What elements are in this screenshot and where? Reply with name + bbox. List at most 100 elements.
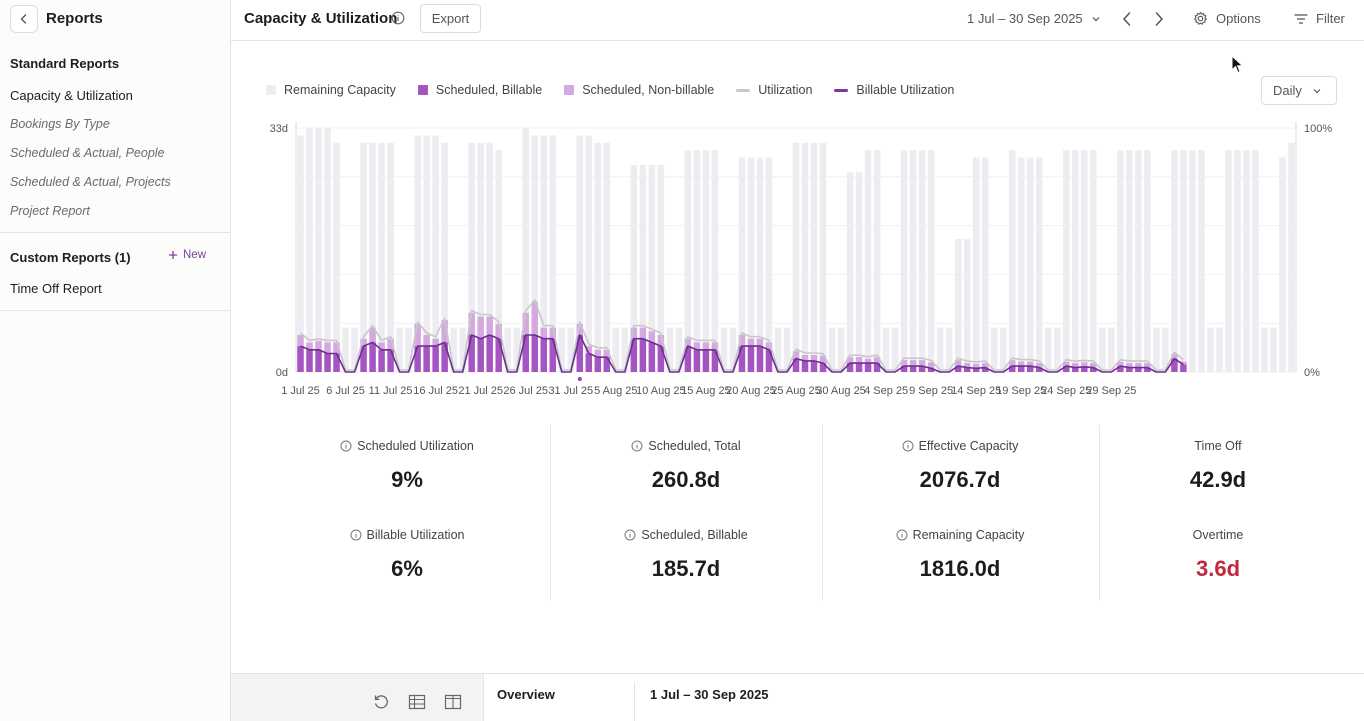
bar-scheduled-non-billable — [594, 349, 602, 358]
bar-remaining-capacity — [864, 150, 872, 372]
x-tick-label: 9 Sep 25 — [909, 385, 953, 397]
x-tick-label: 26 Jul 25 — [503, 385, 548, 397]
bar-scheduled-billable — [1063, 366, 1070, 372]
x-tick-label: 31 Jul 25 — [548, 385, 593, 397]
bar-remaining-capacity — [603, 142, 611, 372]
bar-scheduled-billable — [468, 335, 475, 372]
next-period-icon[interactable] — [1152, 10, 1166, 28]
export-button[interactable]: Export — [420, 4, 481, 33]
bar-remaining-capacity — [873, 150, 881, 372]
sidebar: Reports Standard Reports Capacity & Util… — [0, 0, 231, 721]
bar-remaining-capacity — [387, 142, 394, 372]
info-icon[interactable] — [350, 529, 362, 541]
bar-scheduled-non-billable — [576, 323, 584, 336]
bar-scheduled-non-billable — [333, 342, 340, 354]
bar-scheduled-non-billable — [1081, 362, 1088, 367]
options-label: Options — [1216, 11, 1261, 26]
bar-scheduled-non-billable — [747, 338, 755, 347]
bar-scheduled-non-billable — [639, 327, 647, 339]
sidebar-item-scheduled-actual-people[interactable]: Scheduled & Actual, People — [10, 146, 165, 160]
legend-swatch — [417, 85, 428, 95]
split-view-icon[interactable] — [444, 693, 462, 711]
bar-scheduled-billable — [423, 346, 430, 372]
sidebar-item-capacity-utilization[interactable]: Capacity & Utilization — [10, 88, 133, 103]
bar-scheduled-non-billable — [657, 335, 665, 347]
bar-remaining-capacity — [360, 142, 367, 372]
legend-label: Utilization — [758, 83, 813, 97]
sidebar-item-time-off-report[interactable]: Time Off Report — [10, 281, 102, 296]
bar-remaining-capacity — [450, 327, 457, 372]
bar-scheduled-non-billable — [324, 342, 331, 354]
stat-scheduled-billable: Scheduled, Billable 185.7d — [586, 528, 786, 582]
bar-remaining-capacity — [990, 327, 998, 372]
options-button[interactable]: Options — [1193, 11, 1261, 26]
bar-scheduled-billable — [387, 349, 394, 372]
bar-remaining-capacity — [486, 142, 493, 372]
bar-scheduled-billable — [639, 338, 647, 372]
bar-scheduled-non-billable — [927, 362, 935, 369]
stat-label: Scheduled Utilization — [357, 439, 474, 453]
bar-remaining-capacity — [774, 327, 782, 372]
back-button[interactable] — [10, 4, 38, 33]
legend-item-scheduled-non-billable[interactable]: Scheduled, Non-billable — [564, 83, 714, 97]
bar-remaining-capacity — [1171, 150, 1178, 372]
date-range-picker[interactable]: 1 Jul – 30 Sep 2025 — [967, 11, 1101, 26]
legend-item-billable-utilization[interactable]: Billable Utilization — [834, 83, 954, 97]
bar-remaining-capacity — [1234, 150, 1241, 372]
info-icon[interactable] — [896, 529, 908, 541]
bar-remaining-capacity — [1198, 150, 1205, 372]
line-utilization — [299, 298, 1184, 371]
bar-scheduled-non-billable — [846, 357, 854, 364]
bar-scheduled-non-billable — [306, 342, 313, 350]
info-icon[interactable] — [391, 11, 405, 25]
bar-remaining-capacity — [378, 142, 385, 372]
bar-remaining-capacity — [1243, 150, 1250, 372]
sidebar-item-bookings-by-type[interactable]: Bookings By Type — [10, 117, 110, 131]
bar-scheduled-billable — [603, 357, 611, 372]
bar-remaining-capacity — [1026, 157, 1034, 372]
reset-icon[interactable] — [372, 693, 390, 711]
legend-item-utilization[interactable]: Utilization — [736, 83, 812, 97]
bar-scheduled-non-billable — [738, 335, 746, 347]
stat-label: Effective Capacity — [918, 439, 1019, 453]
legend-item-remaining-capacity[interactable]: Remaining Capacity — [266, 83, 396, 97]
overview-label[interactable]: Overview — [497, 687, 555, 702]
y-tick-label: 33d — [270, 123, 288, 135]
bar-remaining-capacity — [945, 327, 953, 372]
previous-period-icon[interactable] — [1120, 10, 1134, 28]
sidebar-item-project-report[interactable]: Project Report — [10, 204, 90, 218]
info-icon[interactable] — [631, 440, 643, 452]
bar-scheduled-non-billable — [1117, 361, 1124, 367]
bar-scheduled-billable — [909, 366, 917, 372]
bar-scheduled-non-billable — [414, 323, 421, 347]
x-tick-label: 25 Aug 25 — [771, 385, 821, 397]
bar-scheduled-non-billable — [477, 316, 484, 339]
chevron-left-icon — [20, 13, 27, 24]
plus-icon — [169, 251, 177, 259]
bar-remaining-capacity — [891, 327, 899, 372]
bar-scheduled-non-billable — [693, 342, 701, 350]
bar-scheduled-billable — [1117, 366, 1124, 372]
info-icon[interactable] — [624, 529, 636, 541]
bar-remaining-capacity — [747, 157, 755, 372]
legend-item-scheduled-billable[interactable]: Scheduled, Billable — [417, 83, 542, 97]
granularity-select[interactable]: Daily — [1261, 76, 1337, 105]
bar-remaining-capacity — [441, 142, 448, 372]
filter-button[interactable]: Filter — [1294, 11, 1345, 26]
bar-remaining-capacity — [621, 327, 629, 372]
new-custom-report-button[interactable]: New — [168, 249, 206, 261]
bar-scheduled-billable — [1135, 367, 1142, 372]
bar-scheduled-non-billable — [315, 340, 322, 350]
bar-scheduled-billable — [432, 346, 439, 372]
bar-remaining-capacity — [459, 327, 466, 372]
info-icon[interactable] — [340, 440, 352, 452]
info-icon[interactable] — [902, 440, 914, 452]
sidebar-item-scheduled-actual-projects[interactable]: Scheduled & Actual, Projects — [10, 175, 171, 189]
bar-scheduled-billable — [792, 358, 800, 372]
bar-remaining-capacity — [909, 150, 917, 372]
bar-remaining-capacity — [819, 142, 827, 372]
bar-scheduled-non-billable — [1017, 361, 1025, 367]
stat-label: Scheduled, Billable — [641, 528, 748, 542]
stat-value: 1816.0d — [919, 556, 1001, 581]
table-icon[interactable] — [408, 693, 426, 711]
